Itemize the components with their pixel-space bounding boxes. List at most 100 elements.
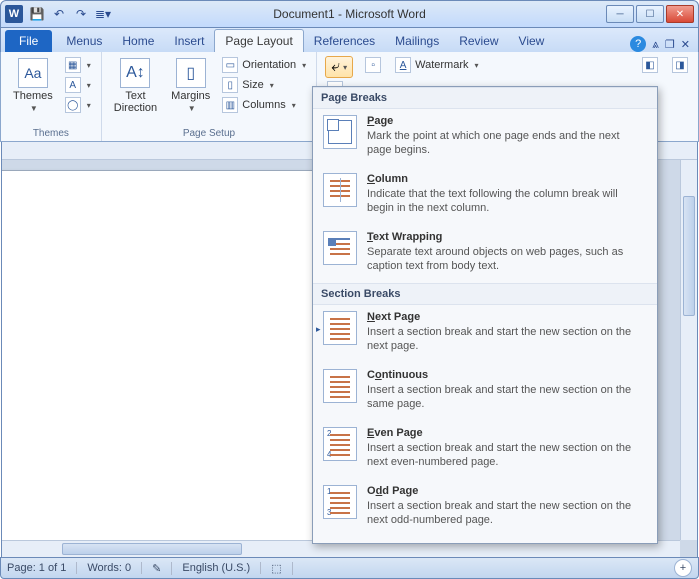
breaks-button[interactable]: ⤶▾ (325, 56, 353, 78)
tab-menus[interactable]: Menus (56, 30, 112, 52)
tab-page-layout[interactable]: Page Layout (214, 29, 303, 52)
option-title: Continuous (367, 369, 647, 381)
file-tab[interactable]: File (5, 30, 52, 52)
orientation-button[interactable]: ▭Orientation▾ (220, 56, 308, 74)
breaks-option-odd-page[interactable]: 13 Odd Page Insert a section break and sta… (313, 479, 657, 537)
theme-effects-button[interactable]: ◯▾ (63, 96, 93, 114)
even-page-icon: 24 (323, 427, 357, 461)
quick-access-toolbar: 💾 ↶ ↷ ≣▾ (27, 4, 113, 24)
text-wrapping-icon (323, 231, 357, 265)
title-bar: W 💾 ↶ ↷ ≣▾ Document1 - Microsoft Word ─ … (0, 0, 699, 28)
option-description: Insert a section break and start the new… (367, 441, 647, 469)
close-button[interactable]: ✕ (666, 5, 694, 23)
section-breaks-header: Section Breaks (313, 283, 657, 305)
breaks-option-next-page[interactable]: ▸ Next Page Insert a section break and sta… (313, 305, 657, 363)
breaks-option-continuous[interactable]: Continuous Insert a section break and sta… (313, 363, 657, 421)
themes-button[interactable]: Aa Themes ▼ (9, 56, 57, 115)
colors-icon: ▦ (65, 57, 81, 73)
page-icon (323, 115, 357, 149)
save-icon[interactable]: 💾 (27, 4, 47, 24)
page-setup-group-label: Page Setup (110, 126, 308, 139)
breaks-icon: ⤶ (331, 58, 340, 76)
status-language[interactable]: English (U.S.) (182, 562, 261, 574)
tab-view[interactable]: View (509, 30, 555, 52)
theme-colors-button[interactable]: ▦▾ (63, 56, 93, 74)
tab-references[interactable]: References (304, 30, 385, 52)
breaks-option-text-wrapping[interactable]: Text Wrapping Separate text around object… (313, 225, 657, 283)
page-surface[interactable] (2, 170, 322, 557)
page-breaks-header: Page Breaks (313, 87, 657, 109)
effects-icon: ◯ (65, 97, 81, 113)
theme-fonts-button[interactable]: A▾ (63, 76, 93, 94)
close-document-icon[interactable]: ✕ (681, 38, 690, 51)
text-direction-button[interactable]: A↕ Text Direction (110, 56, 161, 116)
tab-mailings[interactable]: Mailings (385, 30, 449, 52)
next-page-icon: ▸ (323, 311, 357, 345)
page-color-button[interactable]: ▫ (363, 56, 383, 74)
themes-group-label: Themes (9, 126, 93, 139)
undo-icon[interactable]: ↶ (49, 4, 69, 24)
option-title: Column (367, 173, 647, 185)
page-setup-group: A↕ Text Direction ▯ Margins ▼ ▭Orientati… (102, 52, 317, 141)
margins-icon: ▯ (176, 58, 206, 88)
fonts-icon: A (65, 77, 81, 93)
minimize-button[interactable]: ─ (606, 5, 634, 23)
margins-button[interactable]: ▯ Margins ▼ (167, 56, 214, 115)
bullets-icon[interactable]: ≣▾ (93, 4, 113, 24)
size-icon: ▯ (222, 77, 238, 93)
page-color-icon: ▫ (365, 57, 381, 73)
zoom-in-button[interactable]: + (674, 559, 692, 577)
watermark-button[interactable]: AWatermark▾ (393, 56, 480, 74)
breaks-option-column[interactable]: Column Indicate that the text following t… (313, 167, 657, 225)
text-direction-icon: A↕ (120, 58, 150, 88)
columns-button[interactable]: ▥Columns▾ (220, 96, 308, 114)
column-icon (323, 173, 357, 207)
hscroll-thumb[interactable] (62, 543, 242, 555)
status-page[interactable]: Page: 1 of 1 (7, 562, 77, 574)
position-icon: ◧ (642, 57, 658, 73)
option-description: Indicate that the text following the col… (367, 187, 647, 215)
proofing-icon: ✎ (152, 562, 161, 575)
wrap-icon: ◨ (672, 57, 688, 73)
overtype-icon: ⬚ (271, 562, 281, 575)
option-title: Page (367, 115, 647, 127)
status-proofing[interactable]: ✎ (152, 562, 172, 575)
ribbon-tabs: File Menus Home Insert Page Layout Refer… (0, 28, 699, 52)
option-title: Text Wrapping (367, 231, 647, 243)
option-title: Odd Page (367, 485, 647, 497)
vertical-scrollbar[interactable] (680, 160, 697, 540)
orientation-icon: ▭ (222, 57, 238, 73)
status-overtype[interactable]: ⬚ (271, 562, 292, 575)
redo-icon[interactable]: ↷ (71, 4, 91, 24)
breaks-option-page[interactable]: Page Mark the point at which one page end… (313, 109, 657, 167)
themes-group: Aa Themes ▼ ▦▾ A▾ ◯▾ Themes (1, 52, 102, 141)
status-bar: Page: 1 of 1 Words: 0 ✎ English (U.S.) ⬚… (0, 557, 699, 579)
odd-page-icon: 13 (323, 485, 357, 519)
ribbon-minimize-icon[interactable]: ⩓ (652, 37, 659, 52)
arrange-button-1[interactable]: ◧ (640, 56, 660, 74)
maximize-button[interactable]: ☐ (636, 5, 664, 23)
tab-review[interactable]: Review (449, 30, 508, 52)
continuous-icon (323, 369, 357, 403)
breaks-option-even-page[interactable]: 24 Even Page Insert a section break and st… (313, 421, 657, 479)
option-title: Even Page (367, 427, 647, 439)
columns-icon: ▥ (222, 97, 238, 113)
arrange-button-2[interactable]: ◨ (670, 56, 690, 74)
option-description: Separate text around objects on web page… (367, 245, 647, 273)
size-button[interactable]: ▯Size▾ (220, 76, 308, 94)
watermark-icon: A (395, 57, 411, 73)
breaks-dropdown: Page Breaks Page Mark the point at which … (312, 86, 658, 544)
option-description: Insert a section break and start the new… (367, 325, 647, 353)
restore-window-icon[interactable]: ❐ (665, 38, 675, 51)
help-icon[interactable]: ? (630, 36, 646, 52)
option-title: Next Page (367, 311, 647, 323)
option-description: Insert a section break and start the new… (367, 383, 647, 411)
themes-icon: Aa (18, 58, 48, 88)
vscroll-thumb[interactable] (683, 196, 695, 316)
tab-insert[interactable]: Insert (164, 30, 214, 52)
status-words[interactable]: Words: 0 (87, 562, 142, 574)
option-description: Mark the point at which one page ends an… (367, 129, 647, 157)
tab-home[interactable]: Home (112, 30, 164, 52)
app-icon: W (5, 5, 23, 23)
option-description: Insert a section break and start the new… (367, 499, 647, 527)
